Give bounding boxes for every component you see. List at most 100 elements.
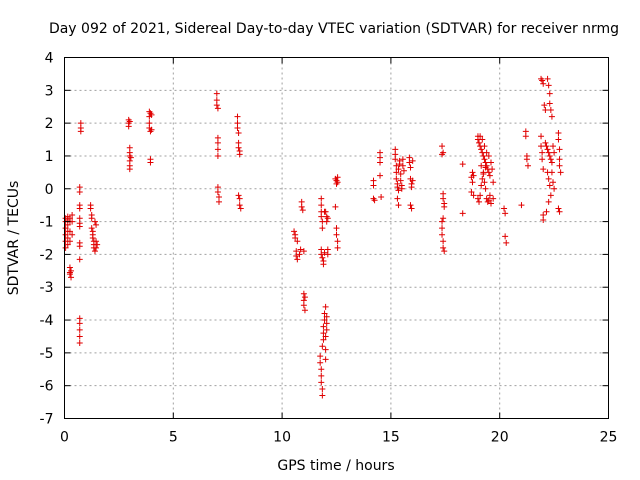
data-point xyxy=(477,133,484,140)
data-point xyxy=(392,156,399,163)
data-point xyxy=(550,179,557,186)
data-point xyxy=(333,231,340,238)
data-point xyxy=(66,215,73,222)
y-tick-label: -1 xyxy=(40,215,54,231)
data-point xyxy=(320,336,327,343)
data-point xyxy=(88,215,95,222)
data-point xyxy=(490,195,497,202)
data-point xyxy=(545,149,552,156)
data-point xyxy=(147,159,154,166)
data-point xyxy=(370,182,377,189)
data-point xyxy=(479,136,486,143)
data-point xyxy=(551,149,558,156)
data-point xyxy=(408,184,415,191)
data-point xyxy=(236,151,243,158)
data-point xyxy=(318,213,325,220)
data-point xyxy=(550,143,557,150)
data-point xyxy=(489,166,496,173)
data-point xyxy=(93,221,100,228)
data-point xyxy=(469,169,476,176)
data-point xyxy=(409,177,416,184)
data-point xyxy=(546,90,553,97)
data-point xyxy=(94,241,101,248)
data-point xyxy=(408,205,415,212)
data-point xyxy=(322,333,329,340)
plot-frame xyxy=(64,57,609,419)
data-point xyxy=(76,320,83,327)
data-point xyxy=(234,113,241,120)
data-point xyxy=(487,159,494,166)
data-point xyxy=(524,162,531,169)
data-point xyxy=(64,235,71,241)
data-point xyxy=(486,192,493,199)
data-point xyxy=(319,385,326,392)
data-point xyxy=(555,205,562,212)
y-axis-title: SDTVAR / TECUs xyxy=(6,181,22,296)
data-point xyxy=(318,379,325,386)
data-point xyxy=(543,143,550,150)
data-point xyxy=(322,356,329,363)
data-point xyxy=(69,231,76,238)
data-point xyxy=(321,317,328,324)
data-point xyxy=(89,235,96,241)
data-point xyxy=(441,248,448,255)
data-point xyxy=(541,102,548,109)
data-point xyxy=(214,146,221,153)
data-point xyxy=(406,159,413,166)
x-tick-label: 10 xyxy=(273,430,291,446)
data-point xyxy=(474,195,481,202)
data-point xyxy=(482,185,489,192)
data-point xyxy=(523,156,530,163)
data-point xyxy=(545,175,552,182)
data-point xyxy=(547,107,554,114)
data-point xyxy=(76,326,83,333)
data-point xyxy=(333,225,340,232)
data-point xyxy=(76,243,83,250)
x-tick-label: 20 xyxy=(491,430,509,446)
data-point xyxy=(299,207,306,214)
data-point xyxy=(545,82,552,89)
data-point xyxy=(318,251,325,258)
data-point xyxy=(319,225,326,232)
data-point xyxy=(294,238,301,245)
x-tick-label: 15 xyxy=(382,430,400,446)
data-point xyxy=(478,182,485,189)
data-point xyxy=(547,192,554,199)
data-point xyxy=(64,241,71,248)
data-point xyxy=(301,307,308,314)
data-point xyxy=(557,169,564,176)
data-point xyxy=(93,238,100,245)
y-tick-label: 0 xyxy=(45,182,54,198)
data-point xyxy=(439,225,446,232)
data-point xyxy=(76,223,83,230)
data-point xyxy=(300,248,307,255)
data-point xyxy=(542,107,549,114)
data-point xyxy=(440,238,447,245)
data-point xyxy=(485,197,492,204)
data-point xyxy=(300,302,307,309)
data-point xyxy=(407,202,414,209)
data-point xyxy=(556,162,563,169)
data-point xyxy=(91,248,98,255)
data-point xyxy=(215,198,222,205)
x-tick-label: 25 xyxy=(600,430,618,446)
data-points xyxy=(62,75,564,399)
data-point xyxy=(486,172,493,179)
data-point xyxy=(548,113,555,120)
data-point xyxy=(323,320,330,327)
data-point xyxy=(214,139,221,146)
data-point xyxy=(395,187,402,194)
data-point xyxy=(127,154,134,161)
data-point xyxy=(62,225,69,232)
data-point xyxy=(332,203,339,210)
y-tick-label: 3 xyxy=(45,83,54,99)
data-point xyxy=(319,254,326,261)
data-point xyxy=(298,203,305,210)
data-point xyxy=(540,80,547,87)
data-point xyxy=(334,179,341,186)
data-point xyxy=(397,177,404,184)
data-point xyxy=(324,246,331,253)
data-point xyxy=(322,303,329,310)
data-point xyxy=(321,249,328,256)
data-point xyxy=(393,169,400,176)
